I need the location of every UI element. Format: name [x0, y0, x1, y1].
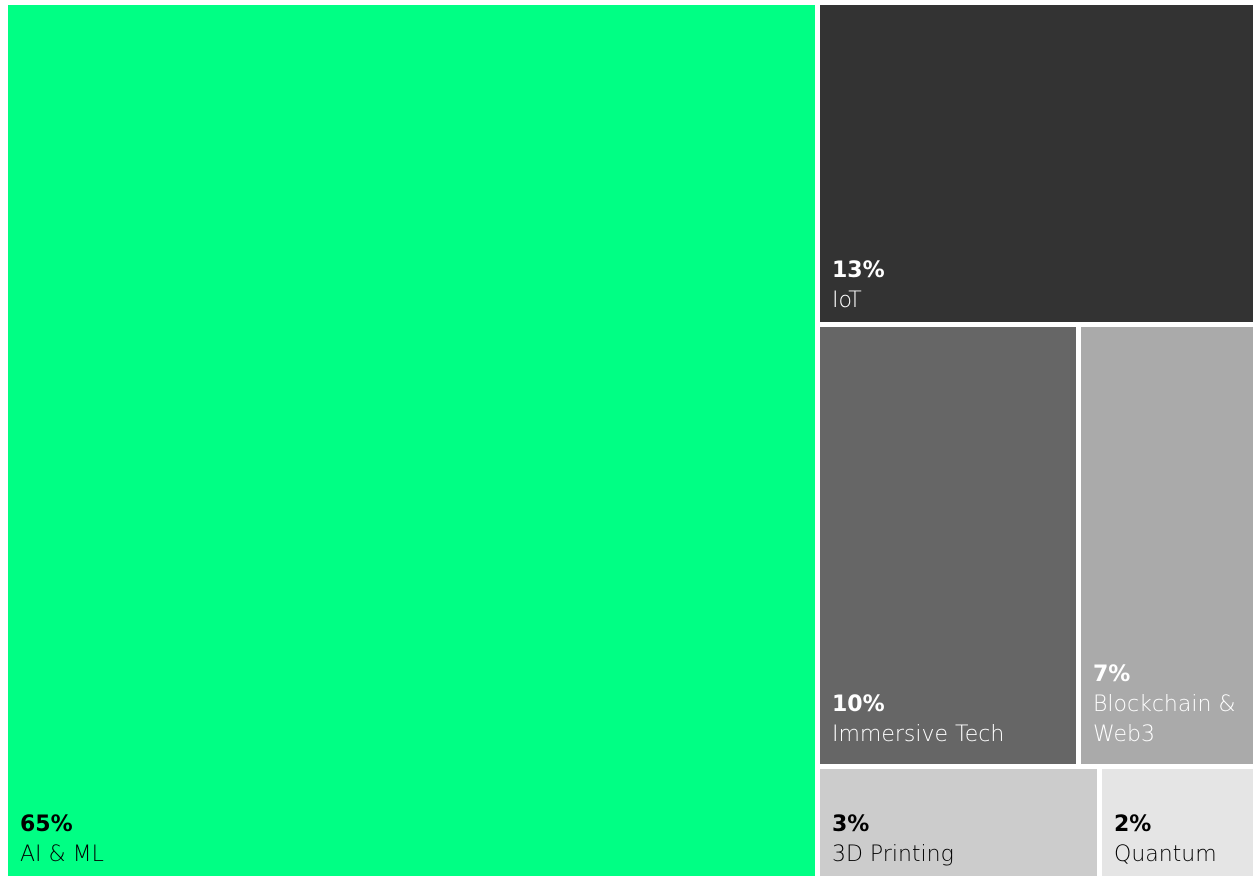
tile-3d-printing: 3% 3D Printing	[820, 769, 1097, 876]
tile-immersive-tech-percent: 10%	[832, 692, 885, 717]
tile-blockchain-web3-percent: 7%	[1093, 662, 1131, 687]
tile-3d-printing-name: 3D Printing	[832, 842, 954, 867]
tile-quantum-percent: 2%	[1114, 812, 1152, 837]
tile-blockchain-web3-name: Blockchain & Web3	[1093, 692, 1236, 747]
tile-quantum: 2% Quantum	[1102, 769, 1253, 876]
tile-ai-ml-name: AI & ML	[20, 842, 104, 867]
tile-3d-printing-percent: 3%	[832, 812, 870, 837]
tile-ai-ml: 65% AI & ML	[8, 5, 815, 876]
tile-quantum-name: Quantum	[1114, 842, 1217, 867]
tile-ai-ml-percent: 65%	[20, 812, 73, 837]
tile-iot: 13% IoT	[820, 5, 1253, 322]
tile-immersive-tech-name: Immersive Tech	[832, 722, 1005, 747]
tile-blockchain-web3: 7% Blockchain & Web3	[1081, 327, 1253, 764]
tile-immersive-tech: 10% Immersive Tech	[820, 327, 1076, 764]
tile-iot-percent: 13%	[832, 258, 885, 283]
tile-iot-name: IoT	[832, 288, 862, 313]
